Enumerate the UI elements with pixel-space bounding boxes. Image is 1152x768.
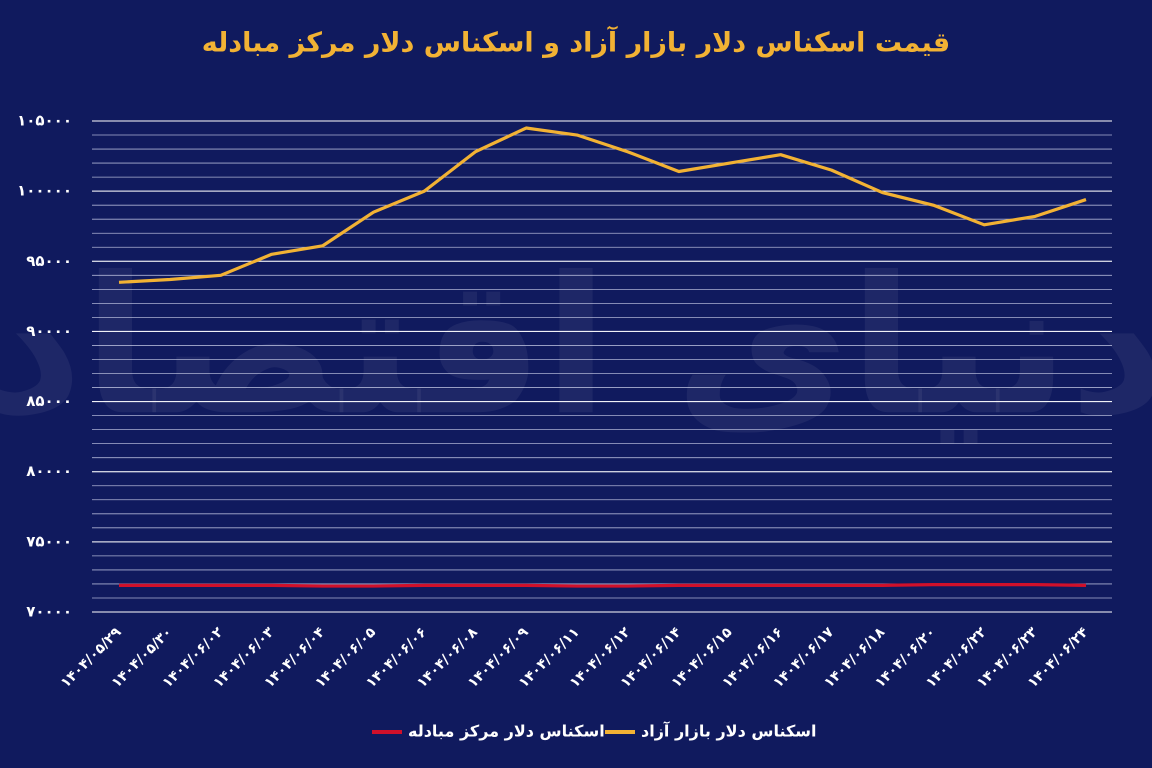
y-tick-label: ۹۵۰۰۰: [26, 252, 72, 270]
y-tick-label: ۱۰۰۰۰۰: [17, 182, 72, 200]
y-tick-label: ۹۰۰۰۰: [26, 322, 72, 340]
y-tick-label: ۷۵۰۰۰: [26, 532, 72, 550]
series-line: [118, 126, 1087, 284]
y-tick-label: ۷۰۰۰۰: [26, 603, 72, 621]
y-tick-label: ۱۰۵۰۰۰: [17, 112, 72, 130]
legend-item: اسکناس دلار مرکز مبادله: [372, 722, 605, 741]
chart-title: قیمت اسکناس دلار بازار آزاد و اسکناس دلا…: [202, 26, 950, 59]
y-tick-label: ۸۵۰۰۰: [26, 392, 72, 410]
legend-label: اسکناس دلار مرکز مبادله: [408, 722, 605, 741]
y-tick-label: ۸۰۰۰۰: [26, 462, 72, 480]
legend-label: اسکناس دلار بازار آزاد: [641, 721, 817, 741]
legend-item: اسکناس دلار بازار آزاد: [605, 721, 817, 741]
watermark: دنیای اقتصاد: [0, 236, 1152, 457]
series-line: [119, 583, 1087, 588]
